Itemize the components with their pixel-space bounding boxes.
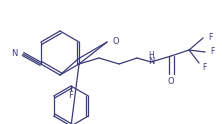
- Text: O: O: [112, 36, 119, 46]
- Text: F: F: [202, 63, 206, 73]
- Text: F: F: [210, 47, 214, 57]
- Text: N: N: [12, 48, 18, 58]
- Text: H: H: [148, 50, 154, 60]
- Text: F: F: [69, 92, 73, 100]
- Text: N: N: [148, 57, 154, 65]
- Text: F: F: [208, 32, 212, 42]
- Text: O: O: [168, 77, 174, 86]
